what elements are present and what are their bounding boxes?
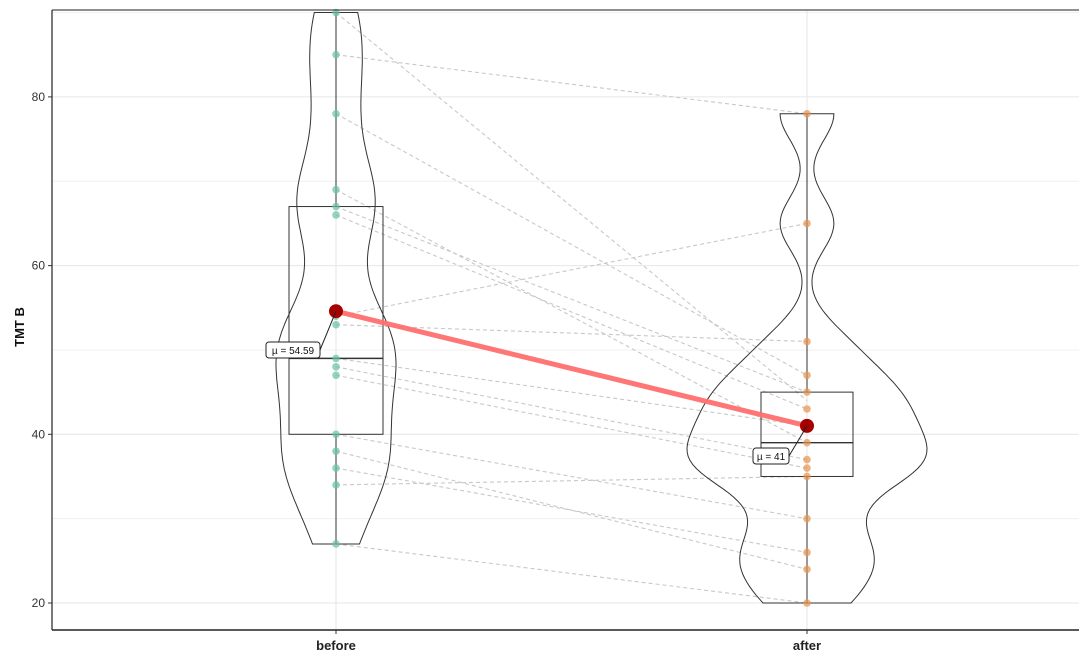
pair-line (335, 433, 808, 520)
point-before (332, 109, 340, 118)
point-after (803, 219, 811, 228)
x-tick-label-after: after (793, 638, 821, 653)
point-after (803, 472, 811, 481)
mean-label-before-box (265, 341, 321, 359)
axes: 20 40 60 80 before after (32, 9, 1079, 653)
point-after (803, 514, 811, 523)
pair-line (335, 543, 808, 604)
y-tick-label: 20 (32, 596, 46, 610)
mean-line (333, 308, 810, 429)
pair-line (335, 54, 808, 115)
y-axis-title: TMT B (12, 307, 27, 347)
mean-label-after: µ = 41 (757, 452, 786, 463)
pair-line (335, 357, 808, 427)
pair-line (335, 206, 808, 393)
point-after (803, 337, 811, 346)
pair-line (335, 450, 808, 570)
pair-line (335, 366, 808, 461)
point-before (332, 481, 340, 489)
y-tick-label: 40 (32, 427, 46, 441)
mean-label-before: µ = 54.59 (272, 346, 315, 357)
pair-line (335, 324, 808, 343)
point-after (803, 388, 811, 396)
point-before (332, 211, 340, 219)
point-before (332, 202, 340, 211)
point-before (332, 50, 340, 59)
point-after (803, 405, 811, 413)
paired-lines (335, 12, 808, 604)
x-tick-label-before: before (316, 638, 356, 653)
point-before (332, 363, 340, 371)
grid-lines (52, 10, 1079, 630)
point-before (332, 320, 340, 329)
point-after (803, 548, 811, 557)
point-after (803, 371, 811, 380)
mean-label-after-leader (788, 425, 808, 457)
mean-label-after-box (752, 447, 790, 465)
data-points (332, 8, 811, 607)
point-after (803, 464, 811, 472)
point-after (803, 438, 811, 447)
violin-before (275, 12, 397, 545)
point-before (332, 8, 340, 17)
point-before (332, 354, 340, 363)
point-before (332, 540, 340, 548)
pair-line (335, 12, 808, 401)
violin-after (686, 113, 928, 604)
point-before (332, 464, 340, 472)
means: µ = 54.59 µ = 41 (265, 304, 814, 465)
point-after (803, 599, 811, 607)
pair-line (335, 113, 808, 376)
point-before (332, 430, 340, 439)
point-after (803, 565, 811, 574)
pair-line (335, 374, 808, 469)
mean-label-before-leader (319, 311, 337, 351)
boxplots (288, 12, 854, 604)
pair-line (335, 222, 808, 317)
point-after (803, 455, 811, 464)
violins (275, 12, 928, 604)
pair-line (335, 189, 808, 444)
y-tick-label: 60 (32, 259, 46, 273)
pair-line (335, 475, 808, 486)
point-before (332, 447, 340, 455)
pair-line (335, 214, 808, 410)
pair-line (335, 467, 808, 553)
point-before (332, 185, 340, 194)
point-after (803, 109, 811, 118)
point-before (332, 371, 340, 380)
y-tick-label: 80 (32, 90, 46, 104)
